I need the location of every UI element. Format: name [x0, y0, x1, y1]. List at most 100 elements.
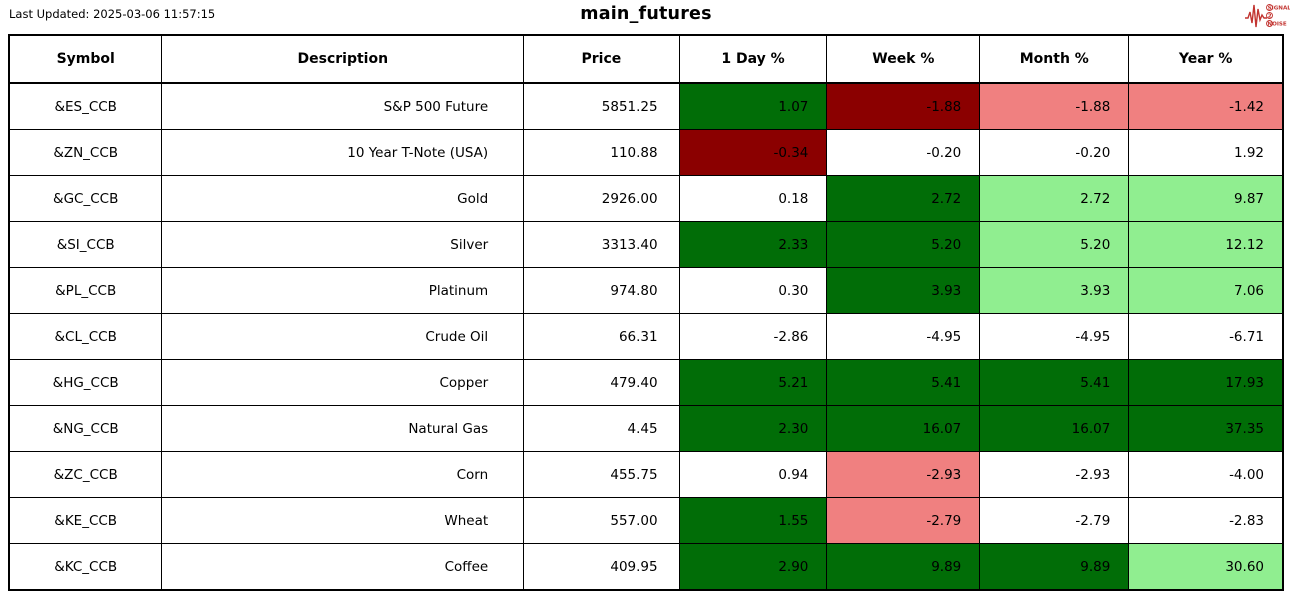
description-cell: Natural Gas — [161, 405, 525, 452]
day-pct-cell: 0.30 — [678, 267, 828, 314]
logo-line3: NOISE — [1267, 22, 1287, 28]
month-pct-cell: 3.93 — [979, 267, 1130, 314]
year-pct-cell: -2.83 — [1128, 497, 1284, 544]
price-cell: 974.80 — [523, 267, 680, 314]
symbol-cell: &CL_CCB — [8, 313, 163, 360]
table-row: &NG_CCB Natural Gas 4.45 2.30 16.07 16.0… — [8, 405, 1284, 452]
symbol-cell: &KE_CCB — [8, 497, 163, 544]
table-row: &ZN_CCB 10 Year T-Note (USA) 110.88 -0.3… — [8, 129, 1284, 176]
day-pct-cell: 1.55 — [678, 497, 828, 544]
week-pct-cell: -1.88 — [826, 82, 981, 130]
table-row: &KC_CCB Coffee 409.95 2.90 9.89 9.89 30.… — [8, 543, 1284, 591]
price-cell: 4.45 — [523, 405, 680, 452]
description-cell: S&P 500 Future — [161, 82, 525, 130]
year-pct-cell: 30.60 — [1128, 543, 1284, 591]
month-pct-cell: -2.93 — [979, 451, 1130, 498]
description-cell: Coffee — [161, 543, 525, 591]
symbol-cell: &KC_CCB — [8, 543, 163, 591]
week-pct-cell: 2.72 — [826, 175, 981, 222]
day-pct-cell: 0.94 — [678, 451, 828, 498]
week-pct-cell: 5.20 — [826, 221, 981, 268]
signal-2-noise-logo: SIGNAL 2 NOISE — [1245, 4, 1290, 28]
year-pct-cell: 9.87 — [1128, 175, 1284, 222]
description-cell: Corn — [161, 451, 525, 498]
week-pct-cell: -2.93 — [826, 451, 981, 498]
day-pct-cell: 2.30 — [678, 405, 828, 452]
description-cell: Copper — [161, 359, 525, 406]
week-pct-cell: 5.41 — [826, 359, 981, 406]
month-pct-cell: -4.95 — [979, 313, 1130, 360]
month-pct-cell: 5.41 — [979, 359, 1130, 406]
table-row: &HG_CCB Copper 479.40 5.21 5.41 5.41 17.… — [8, 359, 1284, 406]
description-cell: Crude Oil — [161, 313, 525, 360]
price-cell: 3313.40 — [523, 221, 680, 268]
column-header-symbol: Symbol — [8, 34, 163, 84]
circle-s-icon — [1266, 4, 1273, 11]
day-pct-cell: 2.90 — [678, 543, 828, 591]
column-header-week: Week % — [826, 34, 981, 84]
logo-line1: SIGNAL — [1268, 6, 1290, 12]
week-pct-cell: 9.89 — [826, 543, 981, 591]
table-row: &KE_CCB Wheat 557.00 1.55 -2.79 -2.79 -2… — [8, 497, 1284, 544]
logo-line2: 2 — [1268, 14, 1272, 20]
symbol-cell: &NG_CCB — [8, 405, 163, 452]
column-header-description: Description — [161, 34, 525, 84]
description-cell: Platinum — [161, 267, 525, 314]
year-pct-cell: 1.92 — [1128, 129, 1284, 176]
year-pct-cell: -1.42 — [1128, 82, 1284, 130]
week-pct-cell: -2.79 — [826, 497, 981, 544]
page-title: main_futures — [580, 4, 712, 24]
column-header-price: Price — [523, 34, 680, 84]
column-header-1day: 1 Day % — [678, 34, 828, 84]
week-pct-cell: -0.20 — [826, 129, 981, 176]
description-cell: Gold — [161, 175, 525, 222]
price-cell: 409.95 — [523, 543, 680, 591]
month-pct-cell: 5.20 — [979, 221, 1130, 268]
table-row: &PL_CCB Platinum 974.80 0.30 3.93 3.93 7… — [8, 267, 1284, 314]
table-row: &ES_CCB S&P 500 Future 5851.25 1.07 -1.8… — [8, 82, 1284, 130]
table-row: &GC_CCB Gold 2926.00 0.18 2.72 2.72 9.87 — [8, 175, 1284, 222]
symbol-cell: &SI_CCB — [8, 221, 163, 268]
column-header-month: Month % — [979, 34, 1130, 84]
month-pct-cell: -2.79 — [979, 497, 1130, 544]
month-pct-cell: -0.20 — [979, 129, 1130, 176]
day-pct-cell: 5.21 — [678, 359, 828, 406]
day-pct-cell: 2.33 — [678, 221, 828, 268]
symbol-cell: &ZN_CCB — [8, 129, 163, 176]
year-pct-cell: -6.71 — [1128, 313, 1284, 360]
symbol-cell: &ZC_CCB — [8, 451, 163, 498]
month-pct-cell: 2.72 — [979, 175, 1130, 222]
month-pct-cell: 16.07 — [979, 405, 1130, 452]
table-row: &CL_CCB Crude Oil 66.31 -2.86 -4.95 -4.9… — [8, 313, 1284, 360]
year-pct-cell: 17.93 — [1128, 359, 1284, 406]
column-header-year: Year % — [1128, 34, 1284, 84]
price-cell: 5851.25 — [523, 82, 680, 130]
price-cell: 66.31 — [523, 313, 680, 360]
month-pct-cell: 9.89 — [979, 543, 1130, 591]
year-pct-cell: 37.35 — [1128, 405, 1284, 452]
price-cell: 2926.00 — [523, 175, 680, 222]
price-cell: 110.88 — [523, 129, 680, 176]
top-bar: Last Updated: 2025-03-06 11:57:15 main_f… — [0, 0, 1292, 34]
description-cell: Wheat — [161, 497, 525, 544]
week-pct-cell: 16.07 — [826, 405, 981, 452]
day-pct-cell: 1.07 — [678, 82, 828, 130]
last-updated-text: Last Updated: 2025-03-06 11:57:15 — [9, 7, 216, 21]
waveform-icon — [1245, 4, 1267, 28]
price-cell: 479.40 — [523, 359, 680, 406]
symbol-cell: &PL_CCB — [8, 267, 163, 314]
month-pct-cell: -1.88 — [979, 82, 1130, 130]
symbol-cell: &HG_CCB — [8, 359, 163, 406]
price-cell: 557.00 — [523, 497, 680, 544]
circle-2-icon — [1266, 12, 1273, 19]
table-row: &SI_CCB Silver 3313.40 2.33 5.20 5.20 12… — [8, 221, 1284, 268]
week-pct-cell: 3.93 — [826, 267, 981, 314]
symbol-cell: &ES_CCB — [8, 82, 163, 130]
futures-table: Symbol Description Price 1 Day % Week % … — [8, 34, 1284, 591]
description-cell: Silver — [161, 221, 525, 268]
year-pct-cell: 12.12 — [1128, 221, 1284, 268]
table-header-row: Symbol Description Price 1 Day % Week % … — [8, 34, 1284, 84]
day-pct-cell: -0.34 — [678, 129, 828, 176]
year-pct-cell: 7.06 — [1128, 267, 1284, 314]
day-pct-cell: 0.18 — [678, 175, 828, 222]
